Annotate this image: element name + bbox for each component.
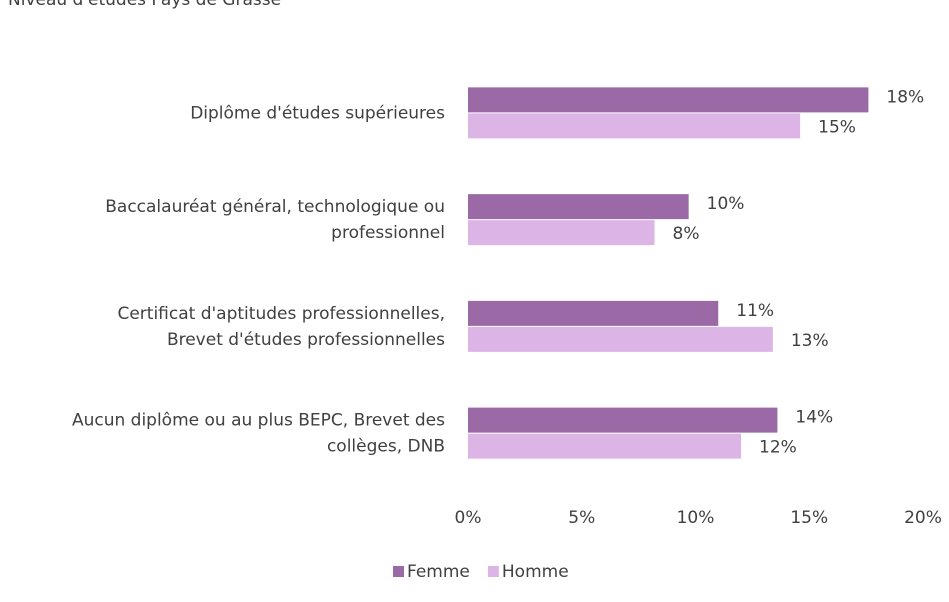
value-label: 8% [673,224,700,244]
value-label: 18% [886,87,924,107]
x-tick-label: 15% [790,508,828,528]
value-label: 15% [818,117,856,137]
chart-title: Niveau d'études Pays de Grasse [8,0,281,10]
value-label: 11% [736,301,774,321]
bar [468,433,741,459]
bar [468,407,778,433]
bar [468,113,801,139]
category-label: Baccalauréat général, technologique ou pr… [105,197,445,243]
x-tick-label: 20% [904,508,942,528]
x-tick-label: 10% [677,508,715,528]
bar [468,220,655,246]
value-label: 14% [795,408,833,428]
bar [468,300,719,326]
legend-swatch [393,566,404,577]
bar [468,87,869,113]
bar [468,194,689,220]
category-label: Certificat d'aptitudes professionnelles,… [117,304,445,350]
value-label: 10% [707,194,745,214]
x-tick-label: 5% [568,508,595,528]
legend-label: Homme [502,562,569,582]
x-tick-label: 0% [455,508,482,528]
value-label: 12% [759,438,797,458]
bar [468,326,773,352]
value-label: 13% [791,331,829,351]
category-label: Diplôme d'études supérieures [190,103,445,123]
category-label: Aucun diplôme ou au plus BEPC, Brevet de… [72,411,445,457]
legend-label: Femme [407,562,470,582]
legend-swatch [487,566,499,577]
